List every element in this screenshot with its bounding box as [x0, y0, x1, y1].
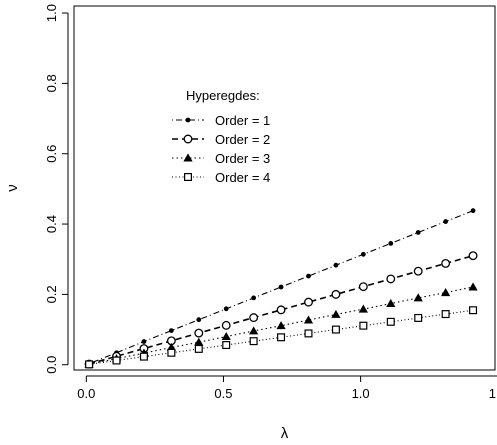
data-point: [331, 289, 341, 299]
legend: Hyperegdes: Order = 1 Order = 2 Order = 3 O…: [172, 88, 270, 185]
legend-title: Hyperegdes:: [186, 88, 260, 103]
legend-marker: [185, 117, 191, 123]
data-point: [358, 282, 368, 292]
x-tick-label: 0.5: [214, 386, 232, 401]
y-tick-label: 0.0: [44, 356, 59, 374]
y-tick-label: 1.0: [44, 4, 59, 22]
data-point: [249, 313, 259, 323]
data-point: [196, 317, 202, 323]
data-point: [360, 251, 366, 257]
data-point: [470, 208, 476, 214]
data-point: [469, 306, 478, 315]
data-point: [441, 258, 451, 268]
data-point: [441, 310, 450, 319]
data-point: [277, 333, 286, 342]
data-point: [331, 309, 341, 318]
data-point: [167, 348, 176, 357]
data-point: [386, 298, 396, 307]
data-point: [304, 297, 313, 307]
data-point: [333, 262, 339, 268]
series-4: [85, 306, 478, 369]
x-axis: 0.0 0.5 1.0 1.5: [77, 375, 497, 401]
data-point: [223, 306, 229, 312]
data-point: [358, 304, 368, 313]
legend-label: Order = 1: [215, 113, 270, 128]
data-point: [415, 230, 421, 235]
data-point: [221, 320, 231, 330]
data-point: [222, 341, 231, 350]
data-point: [306, 273, 311, 279]
data-point: [304, 329, 313, 338]
data-point: [221, 331, 231, 341]
data-point: [112, 356, 121, 365]
data-point: [251, 295, 257, 301]
data-point: [276, 321, 286, 330]
data-point: [386, 317, 395, 326]
data-point: [194, 344, 203, 353]
data-point: [278, 284, 284, 290]
legend-marker: [183, 134, 193, 144]
plot-frame: [73, 5, 496, 371]
series-line: [88, 210, 474, 365]
data-point: [413, 293, 423, 302]
y-axis: 0.0 0.2 0.4 0.6 0.8 1.0: [44, 4, 69, 374]
legend-entry-3: Order = 3: [172, 151, 270, 166]
legend-marker: [183, 153, 193, 162]
legend-label: Order = 4: [215, 170, 270, 185]
data-point: [249, 326, 259, 335]
legend-entry-4: Order = 4: [172, 170, 270, 185]
x-axis-title: λ: [281, 425, 289, 442]
data-point: [194, 328, 204, 338]
data-point: [359, 321, 368, 330]
data-point: [443, 219, 449, 224]
series-2: [84, 251, 478, 369]
data-point: [441, 288, 451, 297]
data-point: [194, 337, 204, 346]
series-line: [88, 254, 474, 365]
data-point: [468, 282, 478, 291]
y-tick-label: 0.2: [44, 285, 59, 303]
series-layer: [84, 208, 478, 369]
data-point: [388, 240, 394, 246]
data-point: [276, 305, 286, 315]
legend-entry-1: Order = 1: [172, 113, 270, 128]
data-point: [331, 325, 340, 334]
y-tick-label: 0.8: [44, 74, 59, 92]
data-point: [85, 360, 94, 369]
series-1: [86, 208, 476, 367]
data-point: [414, 313, 423, 322]
legend-entry-2: Order = 2: [172, 132, 270, 147]
legend-label: Order = 2: [215, 132, 270, 147]
legend-label: Order = 3: [215, 151, 270, 166]
data-point: [168, 328, 174, 334]
data-point: [386, 274, 396, 284]
data-point: [303, 315, 314, 324]
y-tick-label: 0.4: [44, 215, 59, 233]
x-tick-label: 1.5: [489, 386, 497, 401]
data-point: [413, 266, 423, 276]
x-tick-label: 1.0: [352, 386, 370, 401]
y-axis-title: ν: [4, 184, 21, 192]
data-point: [141, 339, 147, 344]
y-tick-label: 0.6: [44, 145, 59, 163]
data-point: [249, 337, 258, 346]
data-point: [139, 352, 148, 361]
data-point: [468, 251, 478, 261]
legend-marker: [184, 173, 193, 182]
x-tick-label: 0.0: [77, 386, 95, 401]
